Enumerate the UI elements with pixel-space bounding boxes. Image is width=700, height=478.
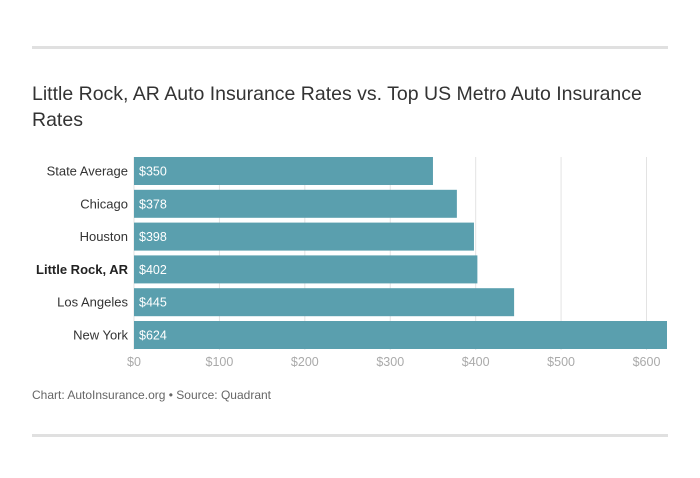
gridlines — [133, 157, 647, 350]
bars: $350 $378 $398 $402 $445 $624 — [134, 157, 667, 349]
bar-value-label: $350 — [139, 165, 167, 179]
category-label: Little Rock, AR — [36, 262, 129, 277]
x-axis-ticks: $0 $100 $200 $300 $400 $500 $600 — [127, 355, 660, 369]
x-tick-label: $0 — [127, 355, 141, 369]
bar — [134, 222, 474, 251]
bottom-divider — [32, 434, 668, 437]
category-label: Los Angeles — [57, 295, 128, 310]
x-tick-label: $600 — [633, 355, 661, 369]
category-label: State Average — [47, 164, 128, 179]
bar-value-label: $402 — [139, 263, 167, 277]
category-labels: State Average Chicago Houston Little Rock, … — [36, 164, 129, 343]
chart-source-caption: Chart: AutoInsurance.org • Source: Quadr… — [32, 388, 272, 402]
x-tick-label: $300 — [376, 355, 404, 369]
bar — [134, 321, 667, 349]
bar-value-label: $624 — [139, 329, 167, 343]
x-tick-label: $400 — [462, 355, 490, 369]
category-label: Chicago — [80, 196, 128, 211]
bar-value-label: $445 — [139, 296, 167, 310]
bar — [134, 189, 457, 218]
x-tick-label: $500 — [547, 355, 575, 369]
category-label: Houston — [80, 229, 128, 244]
top-divider — [32, 46, 668, 49]
bar — [134, 255, 478, 284]
chart-title: Little Rock, AR Auto Insurance Rates vs.… — [32, 83, 642, 131]
bar — [134, 288, 515, 317]
category-label: New York — [73, 328, 128, 343]
bar-chart: $350 $378 $398 $402 $445 $624 State Average Ch… — [36, 157, 667, 369]
x-tick-label: $200 — [291, 355, 319, 369]
x-tick-label: $100 — [206, 355, 234, 369]
bar — [134, 157, 433, 185]
bar-value-label: $378 — [139, 197, 167, 211]
bar-value-label: $398 — [139, 230, 167, 244]
